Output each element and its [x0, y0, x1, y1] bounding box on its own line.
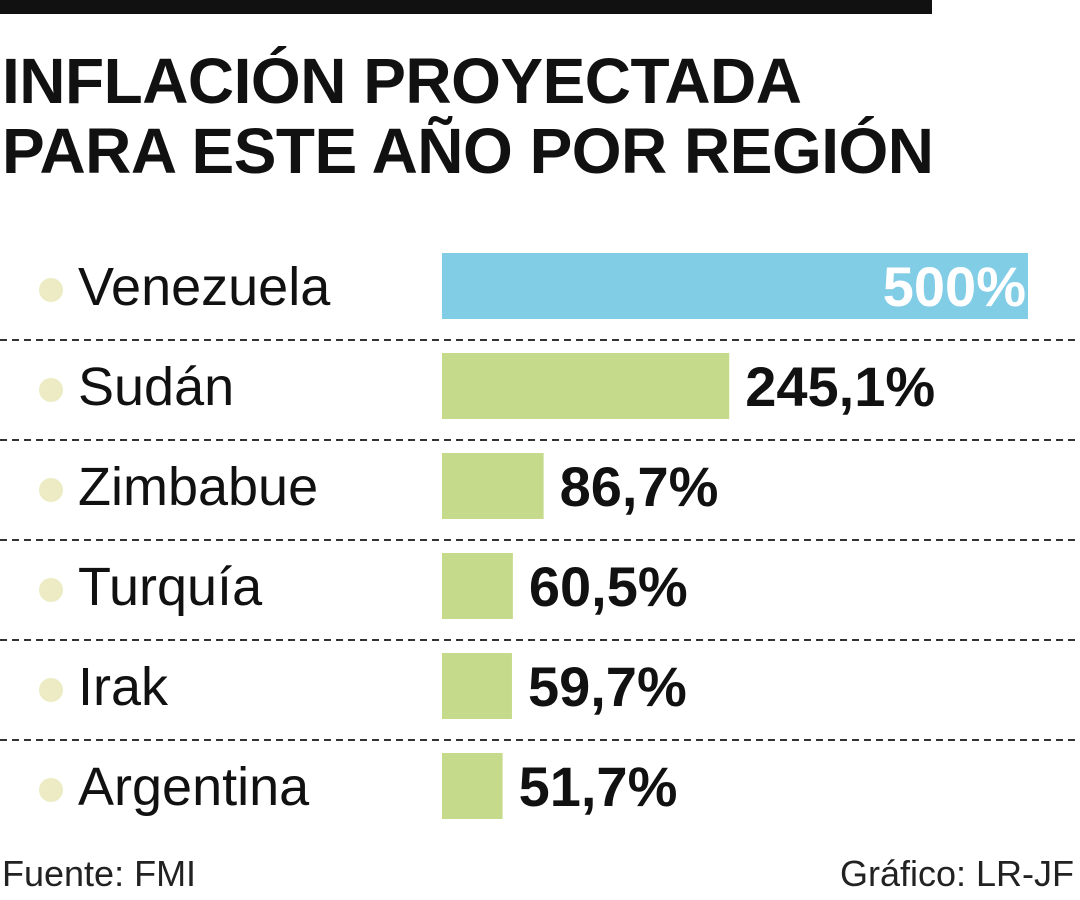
category-label: Zimbabue: [78, 457, 318, 517]
title-line-2: PARA ESTE AÑO POR REGIÓN: [2, 115, 934, 187]
value-label: 59,7%: [528, 655, 687, 718]
category-label: Argentina: [78, 757, 310, 817]
chart-title: INFLACIÓN PROYECTADA PARA ESTE AÑO POR R…: [2, 46, 1062, 186]
bar: [442, 553, 513, 619]
bullet-dot: [39, 478, 63, 502]
category-label: Venezuela: [78, 257, 331, 317]
value-label: 86,7%: [560, 455, 719, 518]
bar: [442, 653, 512, 719]
value-label: 500%: [883, 255, 1026, 318]
bullet-dot: [39, 678, 63, 702]
bar: [442, 753, 503, 819]
bullet-dot: [39, 578, 63, 602]
category-label: Sudán: [78, 357, 234, 417]
bar: [442, 353, 730, 419]
credit-note: Gráfico: LR-JF: [839, 853, 1074, 894]
value-label: 60,5%: [529, 555, 688, 618]
bar: [442, 453, 544, 519]
bullet-dot: [39, 378, 63, 402]
value-label: 51,7%: [519, 755, 678, 818]
source-note: Fuente: FMI: [2, 853, 197, 894]
bullet-dot: [39, 278, 63, 302]
category-label: Turquía: [78, 557, 263, 617]
top-rule: [0, 0, 932, 14]
bar: [442, 253, 1028, 319]
bullet-dot: [39, 778, 63, 802]
value-label: 245,1%: [745, 355, 935, 418]
title-line-1: INFLACIÓN PROYECTADA: [2, 45, 802, 117]
bar-chart: Venezuela 500% Sudán 245,1% Zimbabue 86,7% Tur…: [0, 253, 1080, 819]
category-label: Irak: [78, 657, 169, 717]
